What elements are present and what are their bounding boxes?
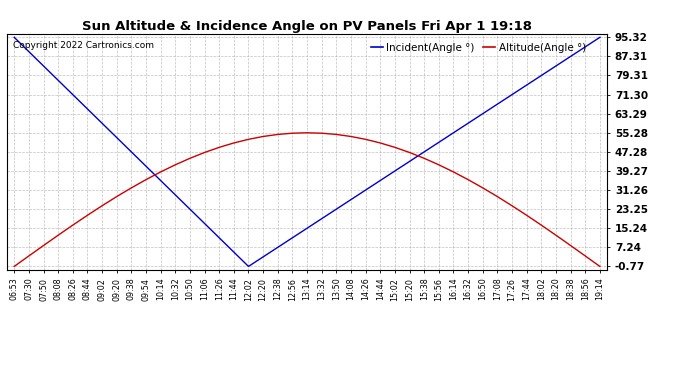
Text: Copyright 2022 Cartronics.com: Copyright 2022 Cartronics.com: [13, 41, 154, 50]
Legend: Incident(Angle °), Altitude(Angle °): Incident(Angle °), Altitude(Angle °): [366, 39, 590, 57]
Title: Sun Altitude & Incidence Angle on PV Panels Fri Apr 1 19:18: Sun Altitude & Incidence Angle on PV Pan…: [82, 20, 532, 33]
